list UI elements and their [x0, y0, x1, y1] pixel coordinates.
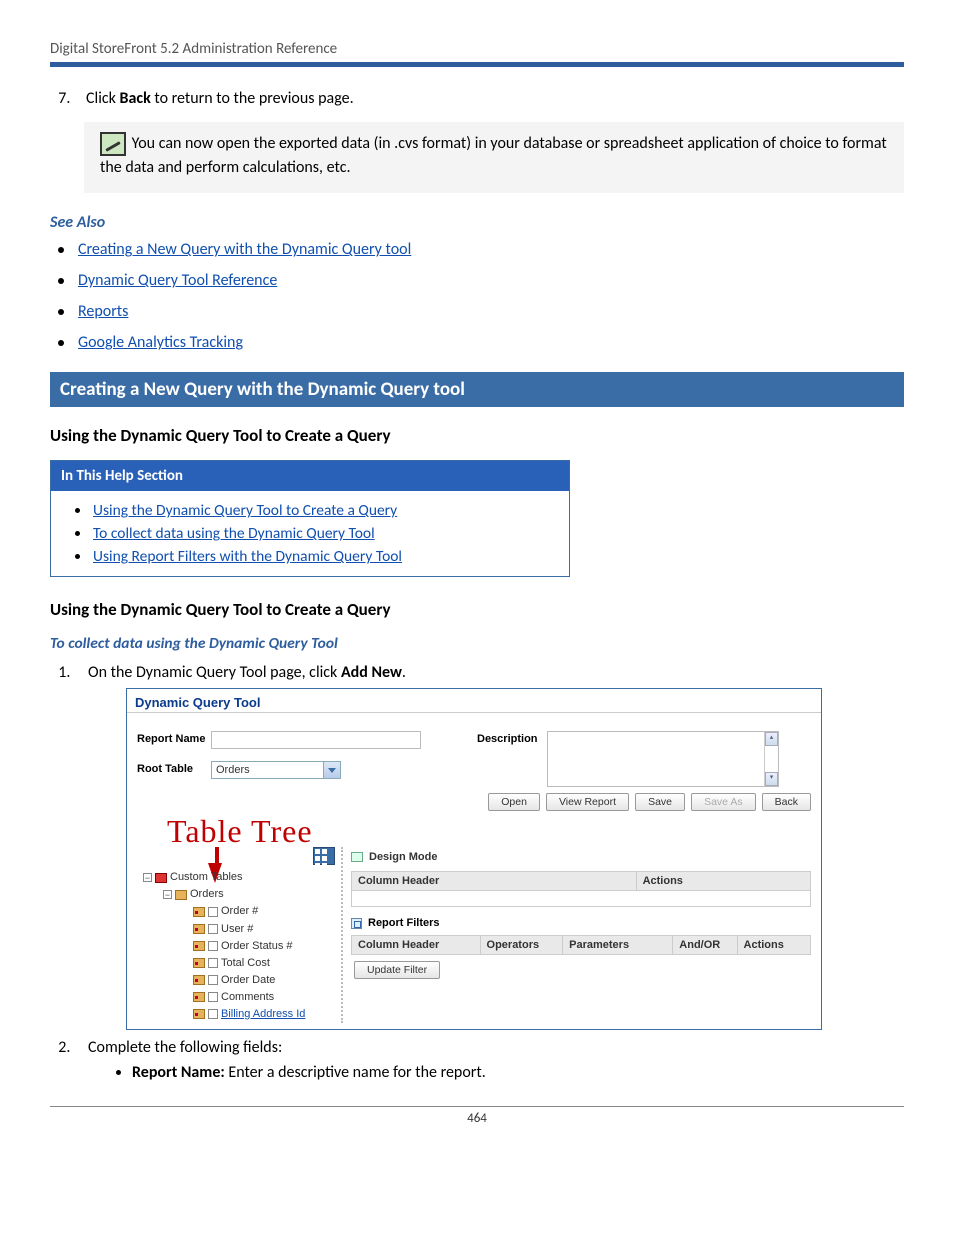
help-box-title: In This Help Section — [51, 461, 569, 491]
folder-icon — [155, 873, 167, 883]
see-also-list: Creating a New Query with the Dynamic Qu… — [50, 240, 904, 352]
link-dqt-reference[interactable]: Dynamic Query Tool Reference — [78, 271, 277, 290]
note-box: You can now open the exported data (in .… — [84, 122, 904, 193]
checkbox[interactable] — [208, 924, 218, 934]
th-col-header-2: Column Header — [352, 936, 481, 955]
collapse-icon[interactable]: − — [143, 873, 152, 882]
open-button[interactable]: Open — [488, 793, 540, 811]
checkbox[interactable] — [208, 941, 218, 951]
save-button[interactable]: Save — [635, 793, 685, 811]
step-2: Complete the following fields: Report Na… — [74, 1038, 904, 1082]
section-heading-bar: Creating a New Query with the Dynamic Qu… — [50, 372, 904, 407]
link-creating-query[interactable]: Creating a New Query with the Dynamic Qu… — [78, 240, 411, 259]
save-as-button[interactable]: Save As — [691, 793, 756, 811]
scroll-up-icon[interactable]: ▴ — [765, 732, 778, 746]
subheading-1: Using the Dynamic Query Tool to Create a… — [50, 425, 904, 446]
checkbox[interactable] — [208, 907, 218, 917]
th-actions-2: Actions — [737, 936, 810, 955]
screenshot-dqt: Dynamic Query Tool Report Name Root Tabl… — [126, 688, 822, 1029]
field-icon — [193, 975, 205, 985]
collapse-icon[interactable]: − — [163, 890, 172, 899]
field-icon — [193, 958, 205, 968]
view-report-button[interactable]: View Report — [546, 793, 629, 811]
help-link-1[interactable]: Using the Dynamic Query Tool to Create a… — [93, 501, 397, 520]
th-andor: And/OR — [673, 936, 737, 955]
help-link-2[interactable]: To collect data using the Dynamic Query … — [93, 524, 375, 543]
checkbox[interactable] — [208, 992, 218, 1002]
update-filter-button[interactable]: Update Filter — [354, 961, 440, 979]
subheading-2: Using the Dynamic Query Tool to Create a… — [50, 599, 904, 620]
checkbox[interactable] — [208, 1009, 218, 1019]
th-column-header: Column Header — [352, 872, 637, 891]
step-2-bullet: Report Name: Enter a descriptive name fo… — [116, 1063, 904, 1082]
step-1: On the Dynamic Query Tool page, click Ad… — [74, 663, 904, 1029]
th-actions: Actions — [636, 872, 810, 891]
tree-link[interactable]: Billing Address Id — [221, 1006, 305, 1023]
checkbox[interactable] — [208, 975, 218, 985]
design-mode-icon — [351, 852, 363, 862]
header-rule — [50, 62, 904, 67]
annotation-table-tree: Table Tree — [167, 815, 811, 847]
note-text: You can now open the exported data (in .… — [100, 134, 887, 177]
link-reports[interactable]: Reports — [78, 302, 128, 321]
report-filters-label: Report Filters — [368, 917, 440, 929]
field-icon — [193, 941, 205, 951]
field-icon — [193, 992, 205, 1002]
description-textarea[interactable]: ▴ ▾ — [547, 731, 779, 787]
link-google-analytics[interactable]: Google Analytics Tracking — [78, 333, 243, 352]
root-table-label: Root Table — [137, 761, 211, 779]
th-operators: Operators — [480, 936, 563, 955]
field-icon — [193, 907, 205, 917]
field-icon — [193, 924, 205, 934]
empty-row — [352, 891, 811, 907]
step-7: Click Back to return to the previous pag… — [74, 89, 904, 108]
table-tree: −Custom Tables −Orders Order # User # Or… — [137, 869, 341, 1022]
help-section-box: In This Help Section Using the Dynamic Q… — [50, 460, 570, 577]
pencil-icon — [100, 132, 126, 156]
back-button[interactable]: Back — [762, 793, 811, 811]
report-name-label: Report Name — [137, 731, 211, 749]
doc-header: Digital StoreFront 5.2 Administration Re… — [50, 40, 904, 62]
shot-title: Dynamic Query Tool — [127, 689, 821, 713]
scroll-down-icon[interactable]: ▾ — [765, 772, 778, 786]
checkbox[interactable] — [208, 958, 218, 968]
description-label: Description — [477, 731, 547, 787]
report-name-input[interactable] — [211, 731, 421, 749]
help-link-3[interactable]: Using Report Filters with the Dynamic Qu… — [93, 547, 402, 566]
root-table-select[interactable]: Orders — [211, 761, 341, 779]
filter-icon — [351, 918, 362, 929]
design-mode-label: Design Mode — [369, 851, 437, 863]
th-parameters: Parameters — [563, 936, 673, 955]
field-icon — [193, 1009, 205, 1019]
table-grid-icon[interactable] — [313, 847, 335, 865]
see-also-heading: See Also — [50, 213, 904, 232]
folder-icon — [175, 890, 187, 900]
page-number: 464 — [50, 1106, 904, 1126]
procedure-heading: To collect data using the Dynamic Query … — [50, 634, 904, 653]
